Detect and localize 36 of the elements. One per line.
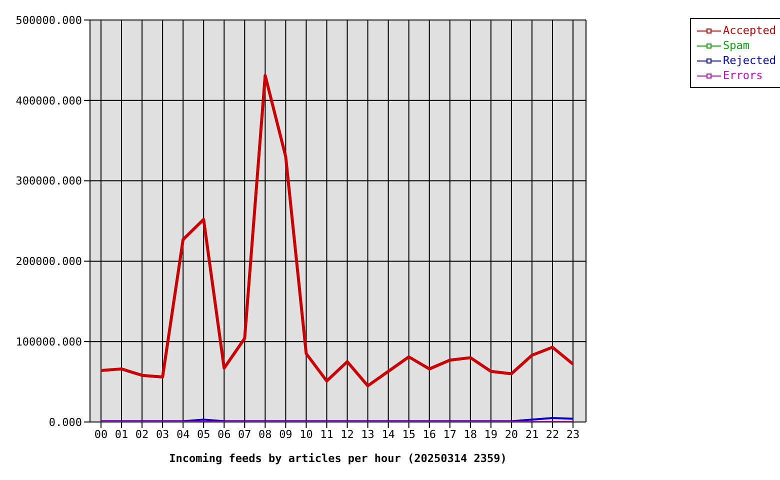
x-tick-label: 22 (546, 428, 560, 441)
x-tick-label: 10 (300, 428, 313, 441)
x-tick-label: 13 (361, 428, 374, 441)
legend-label: Spam (723, 38, 750, 53)
x-tick-label: 16 (422, 428, 436, 441)
legend-label: Errors (723, 68, 763, 83)
x-tick-label: 23 (566, 428, 580, 441)
y-tick-label: 400000.000 (16, 94, 82, 108)
x-tick-label: 14 (382, 428, 396, 441)
x-tick-label: 03 (156, 428, 170, 441)
x-tick-label: 08 (258, 428, 272, 441)
x-tick-label: 05 (196, 428, 210, 441)
x-tick-label: 00 (94, 428, 108, 441)
x-tick-label: 02 (135, 428, 149, 441)
x-tick-label: 07 (238, 428, 252, 441)
x-tick-label: 15 (402, 428, 416, 441)
y-tick-label: 0.000 (48, 416, 82, 429)
x-tick-label: 09 (279, 428, 292, 441)
x-tick-label: 01 (114, 428, 128, 441)
x-tick-label: 19 (484, 428, 498, 441)
x-tick-label: 18 (464, 428, 478, 441)
x-tick-label: 11 (320, 428, 334, 441)
x-tick-label: 17 (443, 428, 457, 441)
legend-label: Rejected (723, 53, 776, 68)
x-tick-label: 04 (176, 428, 190, 441)
x-tick-label: 12 (340, 428, 354, 441)
x-tick-label: 06 (218, 428, 231, 441)
line-series (100, 74, 575, 388)
legend-label: Accepted (723, 23, 776, 38)
y-tick-label: 100000.000 (16, 336, 82, 349)
y-tick-label: 200000.000 (16, 255, 82, 268)
y-tick-label: 300000.000 (16, 174, 82, 188)
text: Incoming feeds by articles per hour (20250314 2359) (169, 452, 507, 465)
x-tick-label: 21 (525, 428, 539, 441)
x-tick-label: 20 (504, 428, 518, 441)
y-tick-label: 500000.000 (16, 14, 82, 27)
